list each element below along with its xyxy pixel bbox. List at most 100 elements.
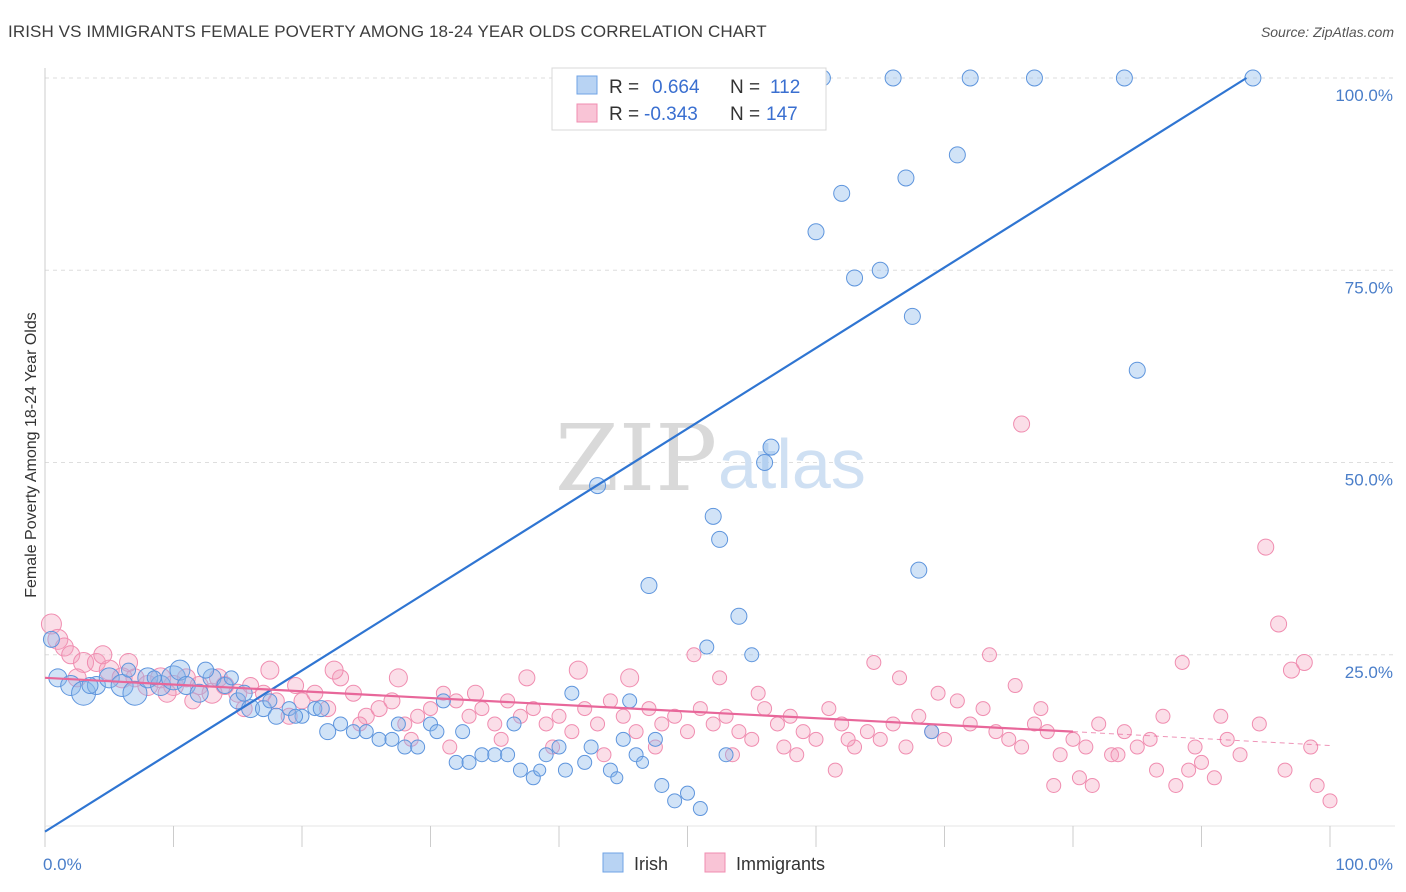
immigrants-point [744,731,760,747]
irish-point [654,777,670,793]
immigrants-point [596,747,612,763]
immigrants-point [525,701,541,717]
immigrants-trend-line [44,676,1074,733]
immigrants-point [280,707,298,725]
irish-point [319,723,337,741]
immigrants-point [1071,770,1087,786]
immigrants-point [718,708,734,724]
immigrants-point [827,762,843,778]
immigrants-point [615,708,631,724]
immigrants-point [568,660,588,680]
irish-point [948,146,966,164]
irish-point [711,530,729,548]
immigrants-point [493,731,509,747]
immigrants-point [1174,654,1190,670]
legend-immigrants-swatch [704,852,726,873]
immigrants-point [1219,731,1235,747]
y-tick-label: 25.0% [1345,663,1393,682]
immigrants-point [267,692,285,710]
irish-point [1244,69,1262,87]
immigrants-point [1232,747,1248,763]
immigrants-point [981,647,997,663]
immigrants-point [821,701,837,717]
immigrants-point [319,700,337,718]
immigrants-point [287,677,305,695]
irish-point [281,701,297,717]
irish-point [189,683,209,703]
immigrants-point [260,660,280,680]
immigrants-point [731,724,747,740]
immigrants-point [590,716,606,732]
immigrants-point [1168,777,1184,793]
immigrants-point [898,739,914,755]
immigrants-point [370,700,388,718]
immigrants-point [1046,777,1062,793]
irish-points [42,69,1262,817]
immigrants-point [911,708,927,724]
immigrants-point [577,701,593,717]
irish-point [371,731,387,747]
irish-point [1025,69,1043,87]
immigrants-point [397,716,413,732]
immigrants-point [1309,777,1325,793]
immigrants-point [1001,731,1017,747]
irish-point [1115,69,1133,87]
y-tick-labels: 25.0% 50.0% 75.0% 100.0% [1335,86,1393,682]
irish-point [924,724,940,740]
immigrants-point [789,747,805,763]
irish-point [410,739,426,755]
immigrants-point [620,668,640,688]
immigrants-point [61,645,81,665]
immigrants-point [872,731,888,747]
immigrants-point [1270,615,1288,633]
irish-point [506,716,522,732]
immigrants-point [1149,762,1165,778]
grid-lines [45,77,1395,656]
irish-point [583,739,599,755]
irish-point [692,801,708,817]
irish-point [512,762,528,778]
x-tick-label-max: 100.0% [1335,855,1393,874]
immigrants-point [435,685,451,701]
irish-point [538,747,554,763]
irish-point [680,785,695,801]
immigrants-point [119,652,139,672]
immigrants-point [628,724,644,740]
x-tick-labels: 0.0% 100.0% [43,855,1393,874]
irish-point [169,659,191,681]
immigrants-point [487,716,503,732]
immigrants-point [512,708,528,724]
irish-point [667,793,683,809]
immigrants-point [750,685,766,701]
irish-point [254,700,272,718]
irish-n-value: 112 [770,77,800,98]
y-tick-label: 50.0% [1345,471,1393,490]
immigrants-point [1181,762,1197,778]
watermark-atlas: atlas [718,425,866,503]
immigrants-point [1026,716,1042,732]
immigrants-point [54,637,74,657]
immigrants-point [466,684,484,702]
immigrants-point [808,731,824,747]
irish-point [903,307,921,325]
immigrants-point [474,701,490,717]
watermark: ZIP atlas [555,405,866,512]
immigrants-point [712,670,728,686]
immigrants-point [410,708,426,724]
irish-point [474,747,490,763]
immigrants-point [602,693,618,709]
immigrants-point [442,739,458,755]
immigrants-point [885,716,901,732]
immigrants-point [47,628,69,650]
irish-r-label: R = [609,77,639,98]
immigrants-point [538,716,554,732]
irish-point [704,507,722,525]
irish-point [267,707,285,725]
immigrants-point [866,654,882,670]
irish-point [294,708,310,724]
immigrants-point [1295,653,1313,671]
irish-point [461,754,477,770]
y-tick-label: 100.0% [1335,86,1393,105]
irish-point [390,716,406,732]
immigrants-point [1078,739,1094,755]
